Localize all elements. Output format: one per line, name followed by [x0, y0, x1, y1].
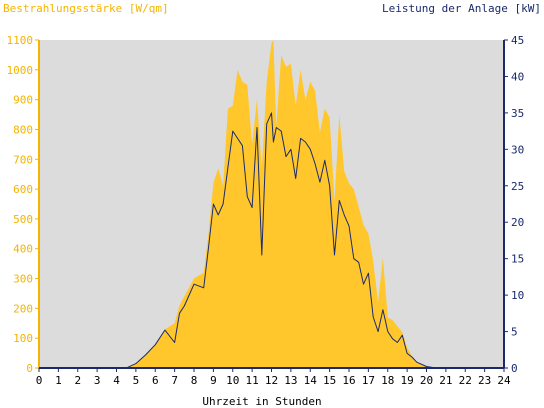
power-line-layer	[39, 112, 504, 369]
right-tick-label: 30	[511, 143, 524, 156]
x-tick-label: 10	[226, 374, 239, 387]
right-tick-label: 0	[511, 362, 518, 375]
x-tick-label: 19	[401, 374, 414, 387]
x-tick-label: 20	[420, 374, 433, 387]
x-tick-label: 4	[113, 374, 120, 387]
x-tick-label: 24	[497, 374, 511, 387]
x-tick-label: 3	[94, 374, 101, 387]
left-tick-label: 1000	[7, 64, 34, 77]
x-tick-label: 14	[304, 374, 318, 387]
x-axis-title: Uhrzeit in Stunden	[202, 395, 321, 408]
x-tick-label: 22	[459, 374, 472, 387]
left-tick-label: 700	[13, 153, 33, 166]
left-tick-label: 900	[13, 94, 33, 107]
left-axis-title: Bestrahlungsstärke [W/qm]	[3, 2, 169, 15]
x-tick-label: 23	[478, 374, 491, 387]
x-tick-label: 6	[152, 374, 159, 387]
x-tick-label: 2	[74, 374, 81, 387]
x-tick-label: 12	[265, 374, 278, 387]
power-line	[39, 112, 504, 369]
right-tick-label: 35	[511, 107, 524, 120]
left-tick-label: 800	[13, 123, 33, 136]
x-axis-ticks: 0 1 2 3 4 5 6 7 8 9 10 11 12 13 14 15 16 17 18 19 20 21 22 23 24	[36, 368, 511, 387]
x-tick-label: 1	[55, 374, 62, 387]
left-tick-label: 100	[13, 332, 33, 345]
irradiance-area	[39, 40, 504, 368]
right-tick-label: 20	[511, 216, 524, 229]
left-tick-label: 200	[13, 302, 33, 315]
left-axis-ticks: 0 100 200 300 400 500 600 700 800 900 1000 1100	[7, 34, 39, 375]
x-tick-label: 17	[362, 374, 375, 387]
right-tick-label: 15	[511, 253, 524, 266]
x-tick-label: 18	[381, 374, 394, 387]
right-tick-label: 40	[511, 70, 524, 83]
left-tick-label: 500	[13, 213, 33, 226]
right-tick-label: 25	[511, 180, 524, 193]
x-tick-label: 8	[191, 374, 198, 387]
x-tick-label: 9	[210, 374, 217, 387]
left-tick-label: 300	[13, 273, 33, 286]
right-tick-label: 5	[511, 326, 518, 339]
x-tick-label: 15	[323, 374, 336, 387]
x-tick-label: 0	[36, 374, 43, 387]
irradiance-area-layer	[39, 40, 504, 368]
right-tick-label: 10	[511, 289, 524, 302]
x-tick-label: 16	[342, 374, 355, 387]
x-tick-label: 7	[171, 374, 178, 387]
x-tick-label: 13	[284, 374, 297, 387]
left-tick-label: 400	[13, 243, 33, 256]
right-tick-label: 45	[511, 34, 524, 47]
x-tick-label: 11	[246, 374, 259, 387]
right-axis-title: Leistung der Anlage [kW]	[382, 2, 541, 15]
x-tick-label: 21	[439, 374, 452, 387]
right-axis-ticks: 0 5 10 15 20 25 30 35 40 45	[504, 34, 524, 375]
left-tick-label: 0	[26, 362, 33, 375]
x-tick-label: 5	[133, 374, 140, 387]
left-tick-label: 600	[13, 183, 33, 196]
left-tick-label: 1100	[7, 34, 34, 47]
